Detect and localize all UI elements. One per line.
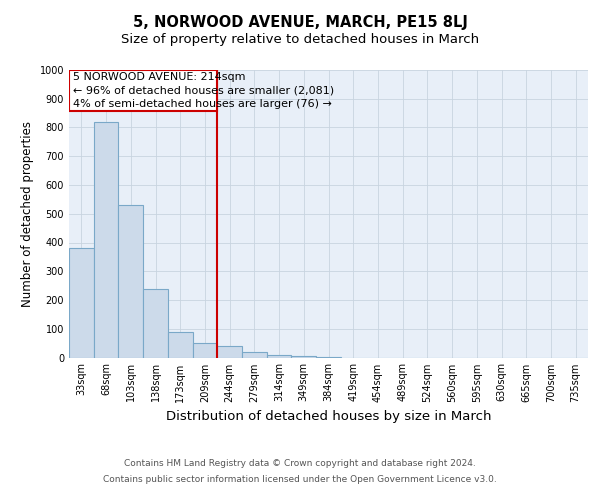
FancyBboxPatch shape [69,70,217,111]
Text: 5, NORWOOD AVENUE, MARCH, PE15 8LJ: 5, NORWOOD AVENUE, MARCH, PE15 8LJ [133,15,467,30]
Text: Size of property relative to detached houses in March: Size of property relative to detached ho… [121,32,479,46]
Bar [242,352,267,358]
Bar [217,346,242,358]
Text: 5 NORWOOD AVENUE: 214sqm
← 96% of detached houses are smaller (2,081)
4% of semi: 5 NORWOOD AVENUE: 214sqm ← 96% of detach… [73,72,334,108]
Bar [94,122,118,358]
Bar [292,356,316,358]
X-axis label: Distribution of detached houses by size in March: Distribution of detached houses by size … [166,410,491,423]
Bar [118,205,143,358]
Text: Contains public sector information licensed under the Open Government Licence v3: Contains public sector information licen… [103,475,497,484]
Bar [168,332,193,357]
Bar [193,343,217,357]
Text: Contains HM Land Registry data © Crown copyright and database right 2024.: Contains HM Land Registry data © Crown c… [124,458,476,468]
Bar [267,354,292,358]
Y-axis label: Number of detached properties: Number of detached properties [21,120,34,306]
Bar [143,288,168,358]
Bar [69,248,94,358]
Bar [316,357,341,358]
